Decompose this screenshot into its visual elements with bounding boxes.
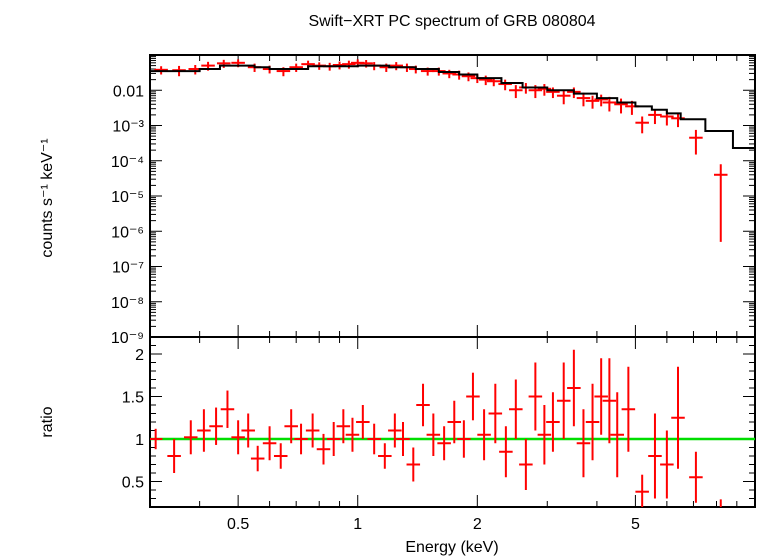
ratio-data-point [250,445,265,472]
y-tick-label: 10⁻⁵ [111,189,144,206]
ratio-data-point [528,362,543,431]
x-tick-label: 0.5 [227,516,249,533]
ratio-data-point [477,409,491,461]
ratio-data-point [378,443,392,469]
spectrum-data-point [342,60,356,69]
ratio-data-point [466,372,480,421]
y-tick-label: 10⁻⁷ [112,260,144,277]
ratio-data-point [326,422,341,456]
ratio-data-point [336,409,351,444]
ratio-data-point [262,426,277,461]
ratio-data-point [345,417,360,452]
ratio-data-point [184,420,198,455]
ratio-data-point [316,433,331,465]
x-tick-label: 5 [631,516,640,533]
ratio-data-point [231,420,245,455]
spectrum-data-point [614,98,628,114]
ratio-data-point [621,366,636,452]
spectrum-y-axis-label: counts s⁻¹ keV⁻¹ [39,138,56,257]
ratio-panel: 0.5 1 2 5 0.5 1 1.5 2 [122,336,756,533]
ratio-data-point [396,422,410,456]
ratio-data-point [719,499,722,507]
spectrum-data-point [713,164,728,242]
y-tick-label: 2 [135,347,144,364]
ratio-data-point [388,413,402,448]
spectrum-data-point [509,85,523,99]
spectrum-data-point [635,116,649,134]
ratio-data-point [150,428,163,450]
y-tick-label: 0.5 [122,475,144,492]
ratio-data-point [416,383,430,427]
y-tick-label: 10⁻⁶ [111,224,144,241]
ratio-data-point [585,383,600,461]
spectrum-data-point [289,63,303,72]
chart-title: Swift−XRT PC spectrum of GRB 080804 [308,13,595,30]
y-tick-label: 1.5 [122,390,144,407]
ratio-data-point [305,413,320,448]
ratio-data-point [648,413,662,499]
ratio-data-point [437,426,451,461]
y-tick-label: 1 [135,432,144,449]
spectrum-data-point [389,62,403,71]
ratio-data-point [406,447,421,482]
ratio-data-point [519,439,533,490]
ratio-data-point [356,405,370,439]
spectrum-data-point [689,129,703,155]
x-tick-label: 2 [473,516,482,533]
ratio-data-point [367,423,381,455]
ratio-data-point [426,413,441,456]
y-tick-label: 0.01 [113,83,144,100]
ratio-data-point [610,392,624,478]
ratio-data-point [576,409,591,478]
spectrum-frame [149,54,756,338]
ratio-data-point [635,474,649,507]
y-tick-label: 10⁻⁹ [111,330,144,347]
ratio-data-point [602,358,617,444]
ratio-data-point [556,362,571,439]
ratio-data-point [447,400,462,444]
ratio-data-point [457,420,471,458]
ratio-y-axis-label: ratio [39,406,56,437]
ratio-data-point [509,379,523,439]
spectrum-data-point [576,92,591,107]
ratio-data-point [284,409,298,444]
spectrum-data-point [602,96,617,112]
ratio-data-point [689,451,703,503]
x-tick-label: 1 [353,516,362,533]
spectrum-panel: 0.01 10⁻³ 10⁻⁴ 10⁻⁵ 10⁻⁶ 10⁻⁷ 10⁻⁸ 10⁻⁹ [111,54,756,347]
y-tick-label: 10⁻⁸ [111,295,144,312]
spectrum-data-point [594,94,608,107]
ratio-data-point [537,405,552,465]
x-axis-label: Energy (keV) [405,539,498,556]
ratio-data-point [273,443,288,469]
y-tick-label: 10⁻³ [112,119,144,136]
spectrum-data-points [154,59,728,242]
y-tick-label: 10⁻⁴ [111,154,144,171]
ratio-data-point [660,430,674,499]
spectrum-data-point [556,90,571,105]
ratio-data-point [671,366,685,469]
ratio-data-point [209,407,223,445]
spectrum-data-point [546,87,560,99]
ratio-data-point [546,392,560,452]
ratio-data-point [197,409,211,452]
ratio-data-point [220,390,235,428]
ratio-data-point [241,413,255,448]
ratio-data-point [594,358,608,435]
spectrum-data-point [585,95,600,109]
model-curve-group [150,64,755,149]
ratio-data-point [567,349,581,427]
ratio-data-point [167,439,181,473]
ratio-data-point [499,426,513,478]
ratio-data-point [294,423,308,455]
model-curve [150,64,755,149]
ratio-data-point [488,383,503,444]
ratio-plot-area [150,349,755,507]
spectrum-data-point [648,109,662,125]
spectrum-data-point [537,84,552,96]
